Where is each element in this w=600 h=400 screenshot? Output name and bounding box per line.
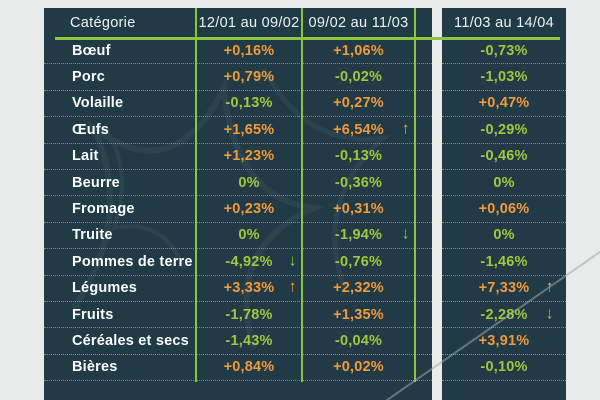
value-cell: +3,91% [478, 332, 530, 349]
table-row: Bœuf +0,16% +1,06% [44, 38, 432, 65]
table-row: 0% [442, 223, 566, 250]
value-cell: -0,73% [480, 42, 528, 59]
category-label: Légumes [72, 280, 138, 297]
value-cell: -4,92% ↓ [225, 252, 297, 270]
value-cell: -0,46% [480, 148, 528, 165]
table-row: -0,10% [442, 355, 566, 382]
category-label: Céréales et secs [72, 332, 189, 349]
value-cell: -0,76% [334, 253, 383, 270]
table-row: Légumes +3,33% ↑ +2,32% [44, 276, 432, 302]
value-cell: -2,28% ↓ [480, 305, 554, 323]
table-row: Volaille -0,13% +0,27% [44, 91, 432, 118]
category-label: Truite [72, 227, 113, 244]
category-label: Lait [72, 148, 99, 165]
value-cell: +2,32% [333, 280, 384, 297]
value-cell: -0,29% [480, 121, 528, 138]
table-row: Truite 0% -1,94% ↓ [44, 223, 432, 250]
category-label: Beurre [72, 174, 120, 191]
value-cell: +1,65% [223, 121, 275, 138]
value-cell: 0% [238, 174, 260, 191]
trend-arrow-icon: ↓ [401, 226, 410, 244]
value-cell: -0,10% [480, 359, 528, 376]
value-cell: 0% [238, 227, 260, 244]
trend-arrow-icon: ↓ [288, 252, 297, 270]
table-row: Fruits -1,78% +1,35% [44, 302, 432, 329]
value-cell: +0,06% [478, 201, 530, 218]
column-divider [301, 8, 303, 382]
table-row: +3,91% [442, 328, 566, 355]
value-cell: +3,33% ↑ [223, 278, 297, 297]
value-cell: -0,02% [334, 69, 383, 86]
header-category: Catégorie [70, 15, 136, 31]
table-row: Porc +0,79% -0,02% [44, 64, 432, 91]
value-cell: 0% [493, 174, 515, 191]
table-row: Lait +1,23% -0,13% [44, 144, 432, 170]
value-cell: +0,79% [223, 69, 275, 86]
value-cell: -0,13% [334, 148, 383, 165]
latest-period-panel: 11/03 au 14/04 -0,73% -1,03% +0,47% -0,2… [442, 8, 566, 400]
value-cell: -1,46% [480, 253, 528, 270]
category-label: Bières [72, 359, 118, 376]
value-cell: +0,02% [333, 359, 384, 376]
column-divider [195, 8, 197, 382]
table-row: +0,06% [442, 196, 566, 223]
value-cell: -0,04% [334, 332, 383, 349]
table-row: +0,47% [442, 91, 566, 118]
value-cell: +0,16% [223, 42, 275, 59]
category-label: Fromage [72, 201, 135, 218]
value-cell: +7,33% ↑ [478, 278, 554, 297]
category-label: Volaille [72, 95, 124, 112]
table-row: Bières +0,84% +0,02% [44, 355, 432, 382]
table-row: +7,33% ↑ [442, 276, 566, 302]
category-label: Pommes de terre [72, 253, 193, 270]
category-label: Bœuf [72, 42, 111, 59]
table-row: 0% [442, 170, 566, 197]
value-cell: -0,13% [225, 95, 273, 112]
table-row: Pommes de terre -4,92% ↓ -0,76% [44, 249, 432, 276]
column-divider [414, 8, 416, 382]
header-period-3: 11/03 au 14/04 [454, 15, 554, 31]
table-row: -1,03% [442, 64, 566, 91]
category-label: Porc [72, 69, 106, 86]
header-underline [55, 37, 560, 40]
table-row: Œufs +1,65% +6,54% ↑ [44, 117, 432, 144]
trend-arrow-icon: ↑ [401, 120, 410, 138]
value-cell: -1,78% [225, 306, 273, 323]
table-row: -0,46% [442, 144, 566, 170]
trend-arrow-icon: ↑ [288, 278, 297, 296]
trend-arrow-icon: ↓ [545, 305, 554, 323]
value-cell: +0,47% [478, 95, 530, 112]
table-row: Céréales et secs -1,43% -0,04% [44, 328, 432, 355]
category-label: Œufs [72, 121, 110, 138]
value-cell: +0,27% [333, 95, 384, 112]
value-cell: +1,06% [333, 42, 384, 59]
value-cell: +0,84% [223, 359, 275, 376]
table-header-row: Catégorie 12/01 au 09/02 09/02 au 11/03 [44, 8, 432, 38]
table-row: -0,29% [442, 117, 566, 144]
price-table-panel: Catégorie 12/01 au 09/02 09/02 au 11/03 … [44, 8, 432, 400]
table-row: -2,28% ↓ [442, 302, 566, 329]
table-row: -0,73% [442, 38, 566, 65]
value-cell: +0,31% [333, 201, 384, 218]
header-period-2: 09/02 au 11/03 [308, 15, 409, 31]
value-cell: +1,23% [223, 148, 275, 165]
value-cell: -1,43% [225, 332, 273, 349]
table-row: Fromage +0,23% +0,31% [44, 196, 432, 223]
table-header-row: 11/03 au 14/04 [442, 8, 566, 38]
value-cell: -0,36% [334, 174, 383, 191]
value-cell: -1,03% [480, 69, 528, 86]
value-cell: +1,35% [333, 306, 384, 323]
trend-arrow-icon: ↑ [545, 278, 554, 296]
value-cell: -1,94% ↓ [334, 226, 410, 244]
header-period-1: 12/01 au 09/02 [198, 15, 300, 31]
value-cell: +6,54% ↑ [333, 120, 410, 138]
category-label: Fruits [72, 306, 114, 323]
table-row: -1,46% [442, 249, 566, 276]
value-cell: +0,23% [223, 201, 275, 218]
table-row: Beurre 0% -0,36% [44, 170, 432, 197]
value-cell: 0% [493, 227, 515, 244]
